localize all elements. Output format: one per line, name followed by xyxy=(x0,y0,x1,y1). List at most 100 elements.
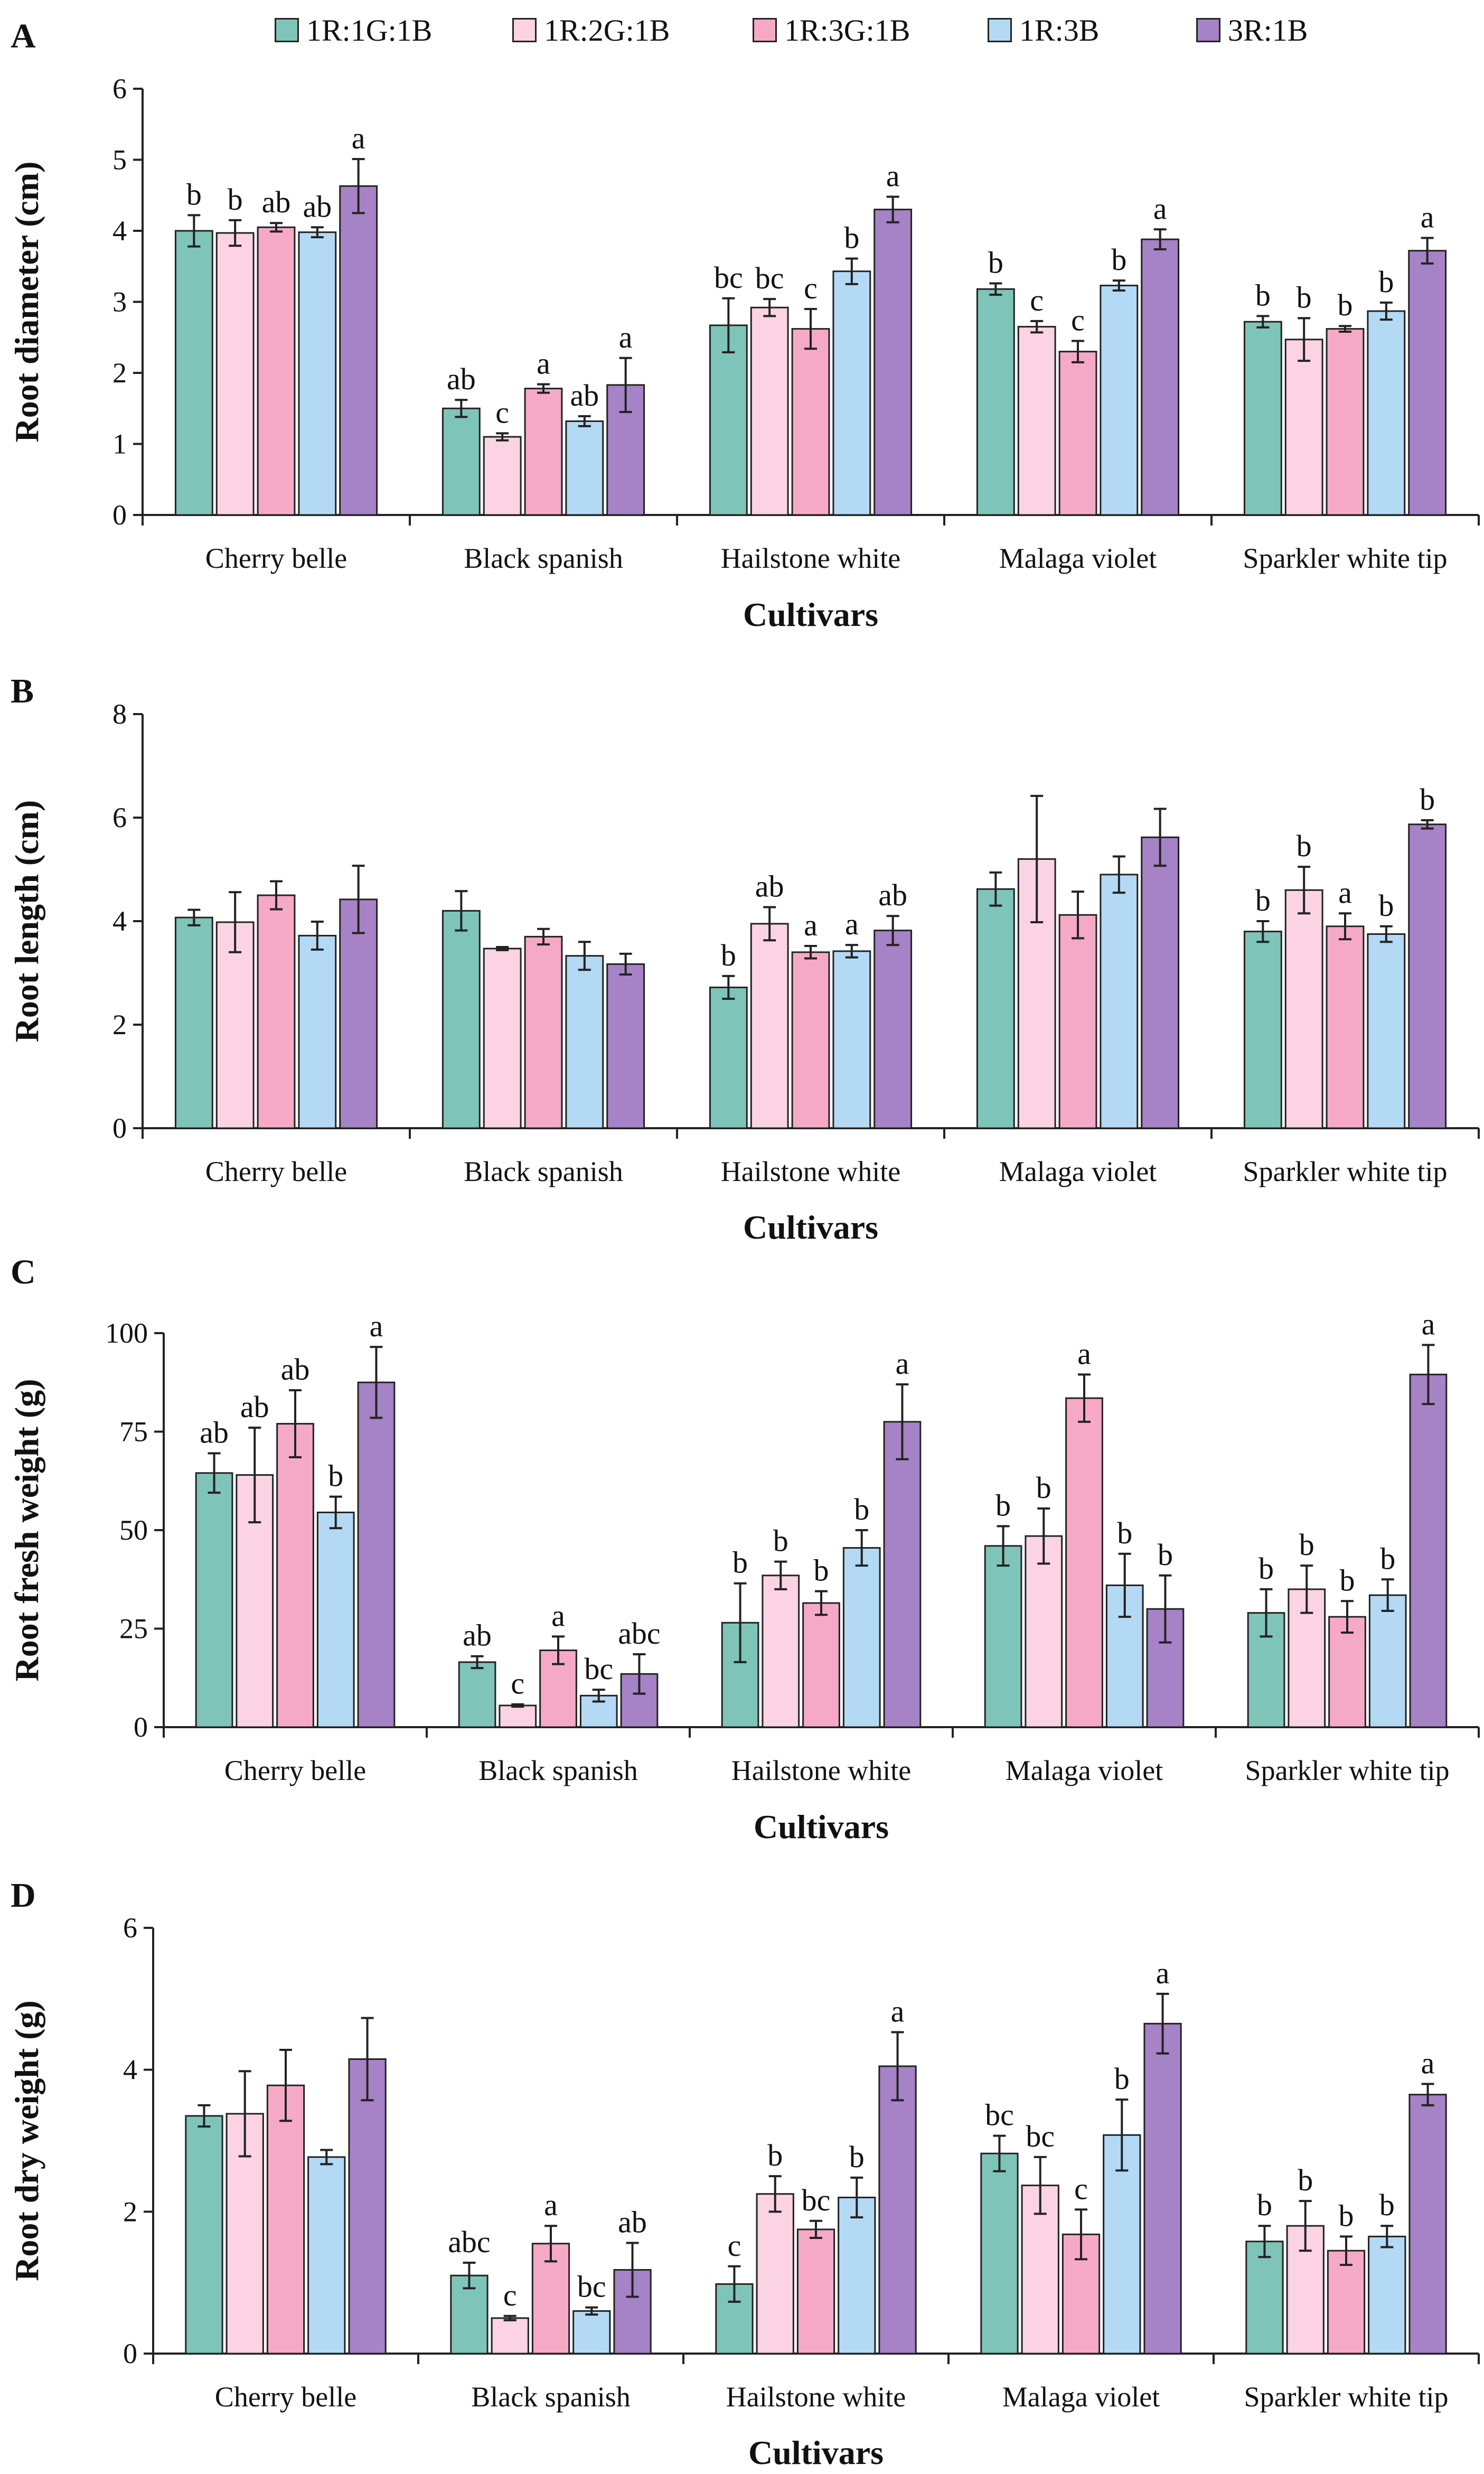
y-tick-label: 4 xyxy=(112,215,127,247)
legend-item: 1R:3B xyxy=(988,12,1100,49)
x-category-label: Black spanish xyxy=(478,1755,637,1786)
bar xyxy=(1368,2235,1406,2355)
significance-label: b xyxy=(1257,2188,1272,2222)
significance-label: c xyxy=(511,1666,524,1701)
significance-label: ab xyxy=(618,2205,647,2239)
significance-label: a xyxy=(891,1994,905,2028)
bar xyxy=(307,2156,346,2355)
significance-label: ab xyxy=(281,1352,310,1386)
significance-label: b xyxy=(1255,883,1271,917)
bar xyxy=(524,388,563,516)
bar xyxy=(1328,1616,1366,1728)
significance-label: a xyxy=(1153,191,1167,226)
x-category-label: Hailstone white xyxy=(721,1156,900,1187)
bar xyxy=(215,232,255,516)
significance-label: b xyxy=(1297,829,1312,863)
bar xyxy=(874,930,913,1129)
y-axis-label: Root fresh weight (g) xyxy=(8,1379,45,1682)
bar xyxy=(1326,925,1365,1129)
y-axis-label: Root diameter (cm) xyxy=(8,162,45,443)
significance-label: b xyxy=(1378,265,1394,299)
significance-label: b xyxy=(1111,242,1126,277)
legend-swatch xyxy=(275,18,299,42)
significance-label: a xyxy=(896,1346,909,1381)
legend-label: 1R:2G:1B xyxy=(544,13,670,48)
bar xyxy=(715,2283,754,2355)
x-category-label: Malaga violet xyxy=(1002,2381,1160,2413)
y-tick-label: 25 xyxy=(119,1613,148,1645)
bar xyxy=(298,231,337,516)
bar xyxy=(1065,1397,1103,1728)
bar xyxy=(442,407,481,516)
chart-panel-b: B 0 2 4 6 8 Root length (cm) Cherry belle Black … xyxy=(8,672,1480,1246)
significance-label: a xyxy=(1338,875,1352,910)
bar xyxy=(298,934,337,1129)
significance-label: ab xyxy=(755,869,784,904)
bar xyxy=(1284,889,1323,1129)
significance-label: bc xyxy=(1026,2119,1055,2153)
y-tick-label: 75 xyxy=(119,1416,148,1448)
bar xyxy=(483,948,522,1129)
bar xyxy=(1367,933,1406,1129)
x-axis-label: Cultivars xyxy=(743,1208,878,1246)
significance-label: a xyxy=(370,1309,383,1343)
x-category-label: Malaga violet xyxy=(999,1156,1157,1187)
bar xyxy=(606,963,645,1129)
y-tick-label: 0 xyxy=(123,2338,137,2369)
y-tick-label: 6 xyxy=(112,802,127,833)
significance-label: b xyxy=(328,1459,343,1493)
x-axis-label: Cultivars xyxy=(754,1808,889,1845)
bar xyxy=(976,288,1015,516)
significance-label: b xyxy=(814,1553,829,1588)
bar xyxy=(976,888,1015,1129)
significance-label: b xyxy=(988,246,1003,280)
significance-label: abc xyxy=(448,2225,491,2259)
y-tick-label: 4 xyxy=(112,905,127,937)
y-tick-label: 0 xyxy=(112,499,127,531)
significance-label: a xyxy=(1421,200,1434,234)
significance-label: b xyxy=(1338,288,1353,322)
bar xyxy=(791,328,830,516)
legend-item: 1R:2G:1B xyxy=(512,12,670,49)
bar xyxy=(1243,931,1282,1129)
significance-label: a xyxy=(537,346,550,381)
chart-panel-c: C 0 25 50 75 100 Root fresh weight (g) Cherry b… xyxy=(8,1253,1480,1845)
significance-label: bc xyxy=(985,2098,1014,2132)
bar xyxy=(1327,2250,1366,2355)
significance-label: b xyxy=(1117,1516,1132,1550)
bar xyxy=(195,1472,233,1728)
x-category-label: Hailstone white xyxy=(726,2381,906,2413)
bar xyxy=(709,986,748,1129)
panel-letter: D xyxy=(11,1876,36,1915)
bar xyxy=(1143,2022,1182,2355)
bar xyxy=(832,270,871,516)
significance-label: b xyxy=(1158,1538,1173,1572)
y-tick-label: 2 xyxy=(112,1009,127,1041)
bar xyxy=(1100,874,1139,1129)
significance-label: b xyxy=(1340,1563,1355,1597)
significance-label: a xyxy=(845,907,859,941)
bar xyxy=(483,436,522,516)
x-category-label: Hailstone white xyxy=(731,1755,911,1786)
significance-label: a xyxy=(886,158,900,193)
legend-item: 1R:3G:1B xyxy=(753,12,910,49)
bar xyxy=(1408,250,1447,516)
bar xyxy=(842,1547,881,1728)
y-tick-label: 5 xyxy=(112,144,127,176)
bar xyxy=(339,185,378,516)
significance-label: c xyxy=(728,2228,741,2263)
bar xyxy=(1326,328,1365,516)
bar xyxy=(874,209,913,516)
bar xyxy=(539,1650,577,1728)
bar xyxy=(499,1704,537,1728)
bar xyxy=(1017,326,1056,516)
significance-label: a xyxy=(619,320,633,354)
y-tick-label: 100 xyxy=(105,1317,148,1349)
y-tick-label: 0 xyxy=(134,1711,148,1743)
x-category-label: Sparkler white tip xyxy=(1243,1156,1448,1187)
legend-label: 1R:3B xyxy=(1019,13,1100,48)
bar xyxy=(750,923,789,1129)
bar xyxy=(750,306,789,516)
